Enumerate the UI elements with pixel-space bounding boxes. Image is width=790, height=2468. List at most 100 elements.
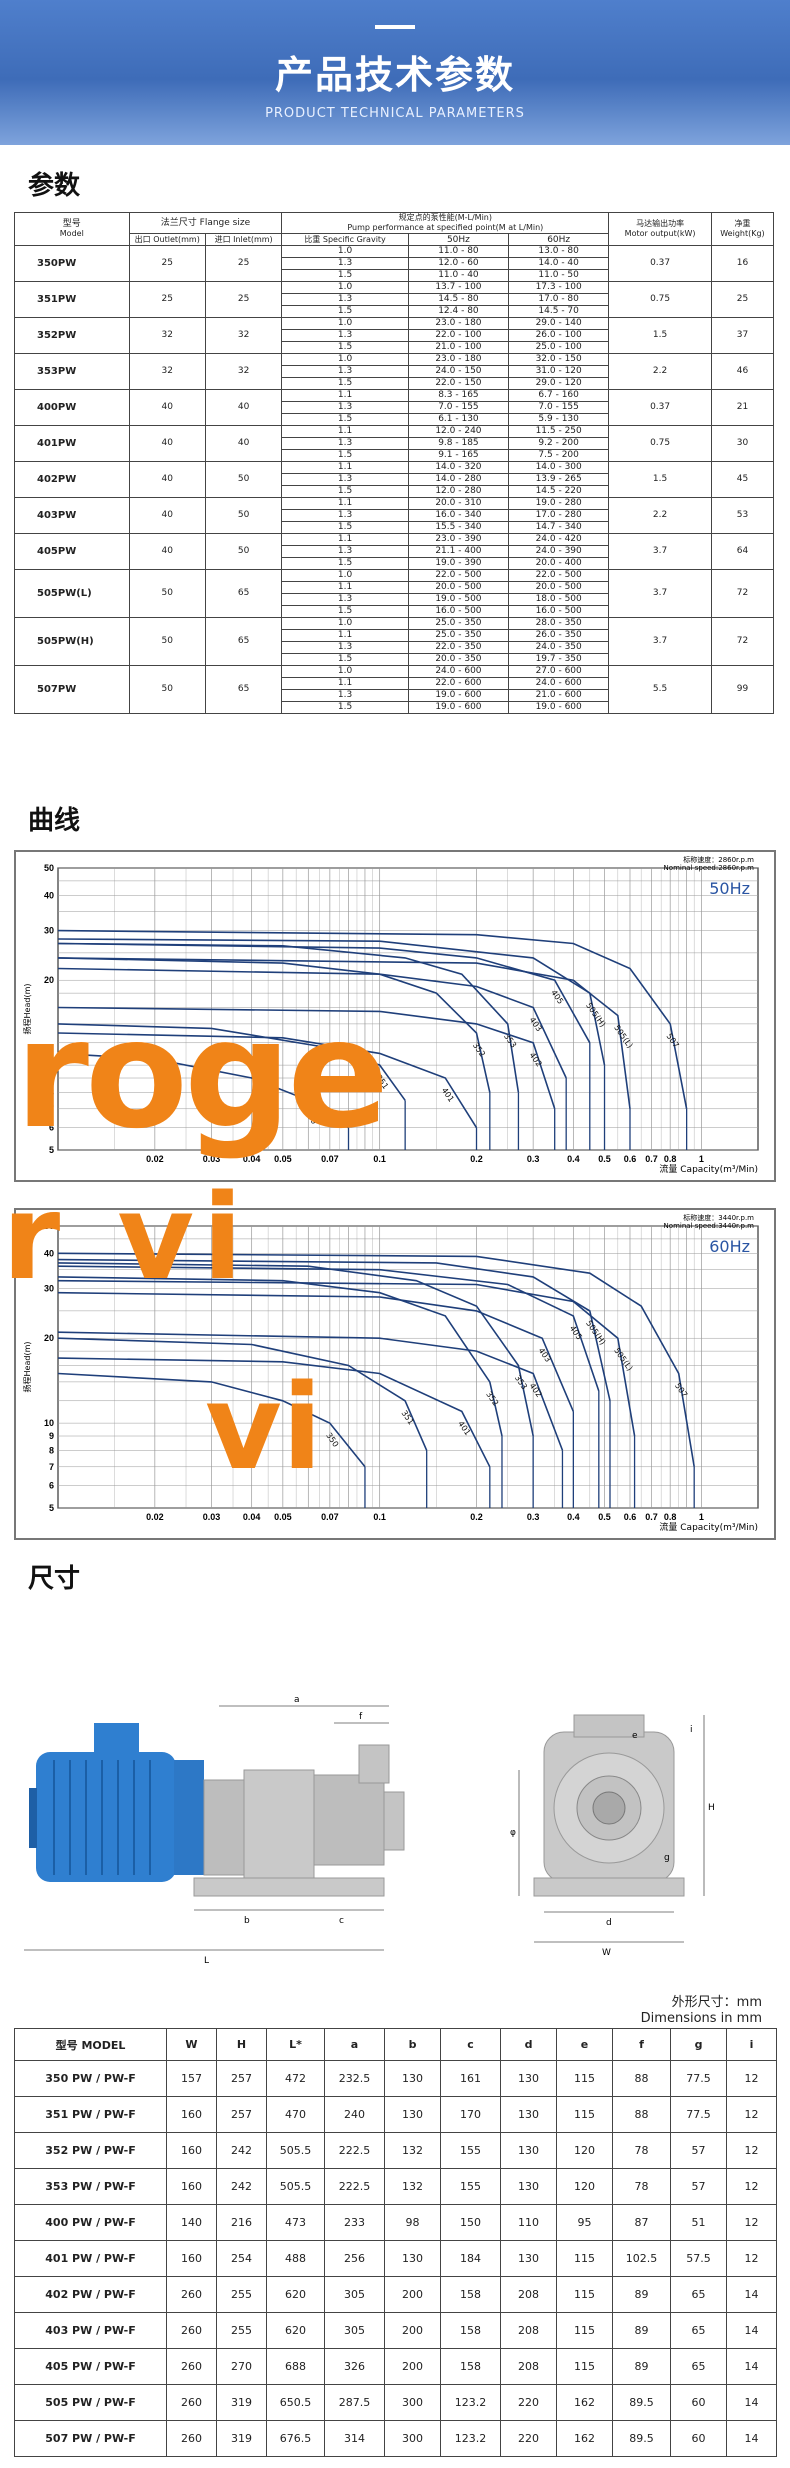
speed-note-cn: 标称速度：2860r.p.m bbox=[683, 855, 754, 864]
sg-cell: 1.3 bbox=[281, 401, 409, 414]
dims-value-cell: 115 bbox=[556, 2096, 613, 2133]
section-title-dims: 尺寸 bbox=[28, 1564, 81, 1594]
perf-60hz-cell: 17.3 - 100 bbox=[508, 281, 610, 294]
perf-50hz-cell: 9.8 - 185 bbox=[407, 437, 510, 450]
dims-value-cell: 115 bbox=[556, 2060, 613, 2097]
perf-60hz-cell: 16.0 - 500 bbox=[508, 605, 610, 618]
dims-value-cell: 162 bbox=[556, 2384, 613, 2421]
x-tick-label: 0.6 bbox=[624, 1154, 637, 1164]
dim-label-e: e bbox=[632, 1731, 638, 1741]
model-cell: 400PW bbox=[14, 389, 130, 426]
speed-note-cn: 标称速度：3440r.p.m bbox=[683, 1213, 754, 1222]
outlet-cell: 40 bbox=[128, 389, 206, 426]
dims-value-cell: 115 bbox=[556, 2240, 613, 2277]
weight-cell: 30 bbox=[710, 425, 775, 462]
perf-60hz-cell: 14.7 - 340 bbox=[508, 521, 610, 534]
x-tick-label: 0.04 bbox=[243, 1512, 261, 1522]
dims-header-cell: d bbox=[500, 2028, 557, 2061]
x-tick-label: 0.4 bbox=[567, 1154, 580, 1164]
motor-cell: 5.5 bbox=[608, 665, 712, 714]
perf-60hz-cell: 13.9 - 265 bbox=[508, 473, 610, 486]
dims-model-cell: 351 PW / PW-F bbox=[14, 2096, 167, 2133]
dims-value-cell: 326 bbox=[324, 2348, 385, 2385]
perf-50hz-cell: 24.0 - 600 bbox=[407, 665, 510, 678]
motor-cell: 0.37 bbox=[608, 389, 712, 426]
perf-50hz-cell: 25.0 - 350 bbox=[407, 617, 510, 630]
dims-value-cell: 115 bbox=[556, 2312, 613, 2349]
dims-value-cell: 220 bbox=[500, 2420, 557, 2457]
outlet-cell: 32 bbox=[128, 317, 206, 354]
sg-cell: 1.1 bbox=[281, 629, 409, 642]
perf-50hz-cell: 22.0 - 350 bbox=[407, 641, 510, 654]
x-tick-label: 0.4 bbox=[567, 1512, 580, 1522]
head-curve-403 bbox=[57, 1291, 575, 1412]
x-tick-label: 0.5 bbox=[598, 1512, 611, 1522]
dims-value-cell: 488 bbox=[266, 2240, 325, 2277]
dims-value-cell: 150 bbox=[440, 2204, 501, 2241]
dims-value-cell: 216 bbox=[216, 2204, 267, 2241]
inlet-cell: 32 bbox=[204, 317, 283, 354]
perf-50hz-cell: 14.5 - 80 bbox=[407, 293, 510, 306]
y-tick-label: 7 bbox=[49, 1462, 54, 1472]
dims-value-cell: 77.5 bbox=[670, 2060, 727, 2097]
dims-value-cell: 12 bbox=[726, 2060, 777, 2097]
weight-cell: 64 bbox=[710, 533, 775, 570]
motor-cell: 3.7 bbox=[608, 617, 712, 666]
dims-value-cell: 78 bbox=[612, 2132, 671, 2169]
outlet-cell: 32 bbox=[128, 353, 206, 390]
dims-model-cell: 405 PW / PW-F bbox=[14, 2348, 167, 2385]
motor-cell: 1.5 bbox=[608, 317, 712, 354]
sg-cell: 1.3 bbox=[281, 545, 409, 558]
dims-header-cell: g bbox=[670, 2028, 727, 2061]
dims-value-cell: 200 bbox=[384, 2276, 441, 2313]
outlet-cell: 40 bbox=[128, 497, 206, 534]
dims-value-cell: 158 bbox=[440, 2276, 501, 2313]
dims-row: 401 PW / PW-F 160 254 488 256 130 184 130 115 102… bbox=[14, 2240, 777, 2277]
sg-cell: 1.5 bbox=[281, 377, 409, 390]
dim-label-b: b bbox=[244, 1916, 250, 1926]
y-tick-label: 30 bbox=[44, 1284, 54, 1294]
perf-60hz-cell: 14.0 - 40 bbox=[508, 257, 610, 270]
dims-model-cell: 350 PW / PW-F bbox=[14, 2060, 167, 2097]
dims-value-cell: 160 bbox=[166, 2240, 217, 2277]
sg-cell: 1.0 bbox=[281, 317, 409, 330]
dims-value-cell: 130 bbox=[500, 2132, 557, 2169]
motor-cell: 0.75 bbox=[608, 425, 712, 462]
dims-value-cell: 161 bbox=[440, 2060, 501, 2097]
params-row: 1.5 9.1 - 165 7.5 - 200 bbox=[15, 449, 774, 462]
front-base bbox=[533, 1877, 685, 1897]
dims-value-cell: 255 bbox=[216, 2276, 267, 2313]
x-tick-label: 0.6 bbox=[624, 1512, 637, 1522]
pump-casing bbox=[243, 1769, 315, 1879]
y-tick-label: 7 bbox=[49, 1104, 54, 1114]
dims-value-cell: 130 bbox=[500, 2096, 557, 2133]
sg-cell: 1.5 bbox=[281, 557, 409, 570]
perf-50hz-cell: 23.0 - 180 bbox=[407, 353, 510, 366]
dims-model-cell: 352 PW / PW-F bbox=[14, 2132, 167, 2169]
dims-value-cell: 65 bbox=[670, 2348, 727, 2385]
perf-50hz-cell: 23.0 - 390 bbox=[407, 533, 510, 546]
model-cell: 401PW bbox=[14, 425, 130, 462]
y-tick-label: 40 bbox=[44, 1248, 54, 1258]
dim-label-c: c bbox=[339, 1916, 344, 1926]
dims-value-cell: 222.5 bbox=[324, 2132, 385, 2169]
perf-50hz-cell: 12.0 - 240 bbox=[407, 425, 510, 438]
dims-value-cell: 233 bbox=[324, 2204, 385, 2241]
dims-value-cell: 89 bbox=[612, 2348, 671, 2385]
perf-60hz-cell: 17.0 - 280 bbox=[508, 509, 610, 522]
perf-50hz-cell: 8.3 - 165 bbox=[407, 389, 510, 402]
head-curve-405 bbox=[57, 942, 591, 1044]
params-row: 350PW 25 25 1.0 11.0 - 80 13.0 - 80 0.37 16 bbox=[14, 245, 775, 282]
perf-50hz-cell: 12.4 - 80 bbox=[407, 305, 510, 318]
header-weight: 净重 Weight(Kg) bbox=[710, 212, 775, 246]
dims-value-cell: 650.5 bbox=[266, 2384, 325, 2421]
head-curve-401 bbox=[57, 1032, 478, 1129]
dims-value-cell: 208 bbox=[500, 2312, 557, 2349]
params-row: 403PW 40 50 1.1 20.0 - 310 19.0 - 280 2.2 53 bbox=[14, 497, 775, 534]
params-row: 1.5 6.1 - 130 5.9 - 130 bbox=[15, 413, 774, 426]
x-tick-label: 0.3 bbox=[527, 1154, 540, 1164]
frequency-label: 50Hz bbox=[709, 879, 750, 898]
dims-value-cell: 120 bbox=[556, 2168, 613, 2205]
params-row: 507PW 50 65 1.0 24.0 - 600 27.0 - 600 5.5 99 bbox=[14, 665, 775, 714]
perf-60hz-cell: 29.0 - 120 bbox=[508, 377, 610, 390]
